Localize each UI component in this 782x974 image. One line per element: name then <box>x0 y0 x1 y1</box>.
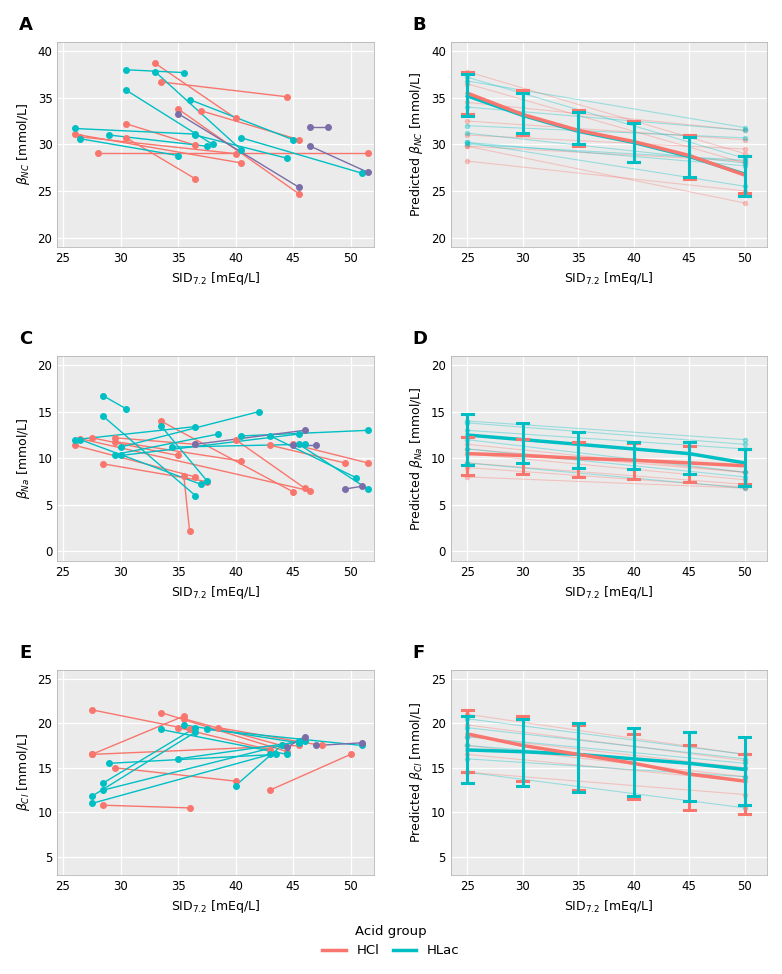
Text: A: A <box>20 16 33 34</box>
X-axis label: SID$_{7.2}$ [mEq/L]: SID$_{7.2}$ [mEq/L] <box>565 898 653 916</box>
Y-axis label: $\beta_{Cl}$ [mmol/L]: $\beta_{Cl}$ [mmol/L] <box>15 733 32 811</box>
Y-axis label: $\beta_{Na}$ [mmol/L]: $\beta_{Na}$ [mmol/L] <box>15 418 32 499</box>
Y-axis label: Predicted $\beta_{Cl}$ [mmol/L]: Predicted $\beta_{Cl}$ [mmol/L] <box>408 701 425 843</box>
X-axis label: SID$_{7.2}$ [mEq/L]: SID$_{7.2}$ [mEq/L] <box>171 898 260 916</box>
Text: F: F <box>413 644 425 661</box>
Text: B: B <box>413 16 426 34</box>
Y-axis label: Predicted $\beta_{Na}$ [mmol/L]: Predicted $\beta_{Na}$ [mmol/L] <box>408 386 425 531</box>
Legend: HCl, HLac: HCl, HLac <box>317 919 465 962</box>
X-axis label: SID$_{7.2}$ [mEq/L]: SID$_{7.2}$ [mEq/L] <box>171 270 260 287</box>
X-axis label: SID$_{7.2}$ [mEq/L]: SID$_{7.2}$ [mEq/L] <box>565 270 653 287</box>
X-axis label: SID$_{7.2}$ [mEq/L]: SID$_{7.2}$ [mEq/L] <box>565 584 653 601</box>
X-axis label: SID$_{7.2}$ [mEq/L]: SID$_{7.2}$ [mEq/L] <box>171 584 260 601</box>
Text: C: C <box>20 329 33 348</box>
Text: E: E <box>20 644 31 661</box>
Y-axis label: Predicted $\beta_{NC}$ [mmol/L]: Predicted $\beta_{NC}$ [mmol/L] <box>408 72 425 217</box>
Y-axis label: $\beta_{NC}$ [mmol/L]: $\beta_{NC}$ [mmol/L] <box>15 103 32 185</box>
Text: D: D <box>413 329 428 348</box>
